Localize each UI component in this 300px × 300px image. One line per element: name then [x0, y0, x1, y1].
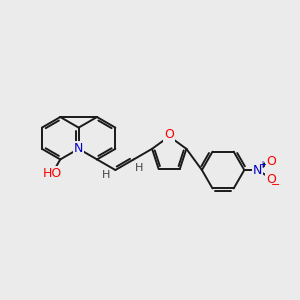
Text: O: O [164, 128, 174, 141]
Text: HO: HO [43, 167, 62, 180]
Text: H: H [135, 163, 143, 173]
Text: O: O [266, 155, 276, 168]
Text: N: N [74, 142, 83, 155]
Text: H: H [102, 170, 111, 180]
Text: O: O [266, 173, 276, 186]
Text: −: − [271, 180, 280, 190]
Text: N: N [253, 164, 262, 176]
Text: +: + [258, 160, 266, 170]
